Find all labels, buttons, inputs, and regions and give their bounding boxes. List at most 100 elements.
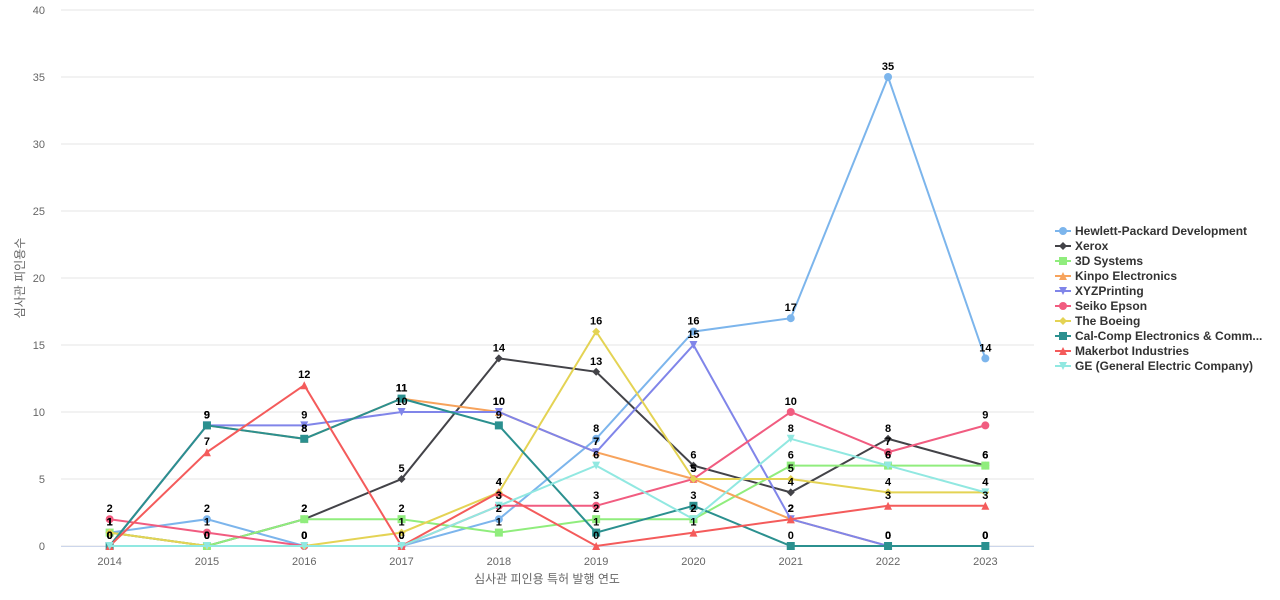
- data-label: 8: [301, 423, 307, 435]
- data-label: 1: [107, 517, 113, 529]
- data-label: 0: [301, 530, 307, 542]
- series-1: [105, 354, 990, 550]
- marker-diamond: [689, 475, 698, 483]
- marker-square: [397, 394, 406, 403]
- data-label: 15: [687, 329, 699, 341]
- data-label: 0: [301, 530, 307, 542]
- y-tick-label: 25: [33, 206, 45, 218]
- marker-triangle-down: [494, 408, 503, 416]
- data-label: 7: [593, 436, 599, 448]
- series-line: [109, 464, 986, 548]
- marker-square: [786, 542, 795, 550]
- marker-circle: [202, 528, 211, 537]
- marker-diamond: [592, 327, 601, 336]
- data-label: 2: [301, 503, 307, 515]
- data-label: 2: [788, 503, 794, 515]
- data-label: 5: [398, 463, 404, 475]
- data-label: 4: [496, 476, 503, 488]
- data-label: 2: [690, 503, 696, 515]
- legend-item: Hewlett-Packard Development: [1055, 224, 1247, 238]
- data-label: 4: [982, 476, 989, 488]
- data-label: 2: [204, 503, 210, 515]
- data-label: 3: [982, 490, 988, 502]
- marker-triangle-down: [397, 542, 406, 550]
- legend-label: Seiko Epson: [1075, 299, 1147, 313]
- marker-square: [592, 528, 601, 537]
- marker-circle: [105, 515, 114, 524]
- marker-triangle-down: [689, 341, 698, 349]
- marker-triangle: [884, 501, 893, 510]
- data-label: 10: [395, 396, 407, 408]
- data-label: 5: [690, 463, 696, 475]
- marker-triangle-down: [981, 488, 990, 497]
- data-label: 0: [107, 530, 113, 542]
- data-label: 8: [885, 423, 891, 435]
- marker-square: [494, 421, 503, 430]
- legend-label: Hewlett-Packard Development: [1075, 224, 1247, 238]
- marker-diamond: [1059, 317, 1067, 325]
- data-label: 3: [496, 490, 502, 502]
- marker-square: [1059, 257, 1067, 265]
- legend-label: 3D Systems: [1075, 254, 1143, 268]
- data-label: 5: [788, 463, 794, 475]
- data-label: 6: [690, 450, 696, 462]
- series-line: [108, 397, 986, 547]
- data-label: 12: [298, 369, 310, 381]
- marker-diamond: [689, 461, 698, 470]
- data-label: 7: [204, 436, 210, 448]
- legend-item: Kinpo Electronics: [1055, 269, 1177, 283]
- marker-square: [300, 434, 309, 443]
- legend-label: Makerbot Industries: [1075, 344, 1189, 358]
- marker-circle: [592, 501, 601, 510]
- marker-diamond: [397, 475, 406, 483]
- legend-item: Xerox: [1055, 239, 1109, 253]
- marker-circle: [494, 515, 503, 524]
- legend-item: Seiko Epson: [1055, 299, 1147, 313]
- marker-diamond: [786, 488, 795, 497]
- data-label: 9: [204, 409, 210, 421]
- data-label: 11: [396, 383, 408, 395]
- marker-diamond: [786, 475, 795, 483]
- data-label: 7: [885, 436, 891, 448]
- marker-diamond: [105, 528, 114, 537]
- x-tick-label: 2023: [973, 556, 997, 568]
- marker-square: [494, 528, 503, 537]
- data-label: 2: [107, 503, 113, 515]
- data-label: 1: [593, 517, 599, 529]
- marker-triangle-down: [786, 434, 795, 443]
- y-tick-label: 30: [33, 139, 45, 151]
- series-8: [105, 381, 990, 550]
- data-label: 10: [785, 396, 797, 408]
- data-label: 1: [107, 517, 113, 529]
- legend-item: 3D Systems: [1055, 254, 1143, 268]
- data-label: 0: [398, 530, 404, 542]
- data-label: 0: [885, 530, 891, 542]
- marker-diamond: [592, 367, 601, 376]
- data-label: 1: [107, 517, 113, 529]
- marker-triangle: [1059, 347, 1067, 355]
- marker-triangle-down: [105, 542, 114, 550]
- series-line: [108, 343, 986, 547]
- series-line: [108, 383, 986, 548]
- data-label: 6: [982, 450, 988, 462]
- data-label: 2: [788, 503, 794, 515]
- data-label: 10: [493, 396, 505, 408]
- grid-layer: [61, 9, 1034, 547]
- data-label: 1: [398, 517, 404, 529]
- x-tick-label: 2018: [487, 556, 511, 568]
- marker-square: [300, 515, 309, 524]
- marker-circle: [202, 515, 211, 524]
- y-tick-label: 20: [33, 273, 45, 285]
- data-label: 13: [590, 356, 602, 368]
- marker-square: [786, 461, 795, 470]
- legend-item: Cal-Comp Electronics & Comm...: [1055, 329, 1262, 343]
- data-label: 0: [204, 530, 210, 542]
- legend-label: The Boeing: [1075, 314, 1140, 328]
- data-label: 1: [107, 517, 113, 529]
- marker-circle: [786, 314, 795, 323]
- y-tick-label: 5: [39, 474, 45, 486]
- x-tick-label: 2016: [292, 556, 316, 568]
- marker-circle: [884, 448, 893, 457]
- legend-label: XYZPrinting: [1075, 284, 1144, 298]
